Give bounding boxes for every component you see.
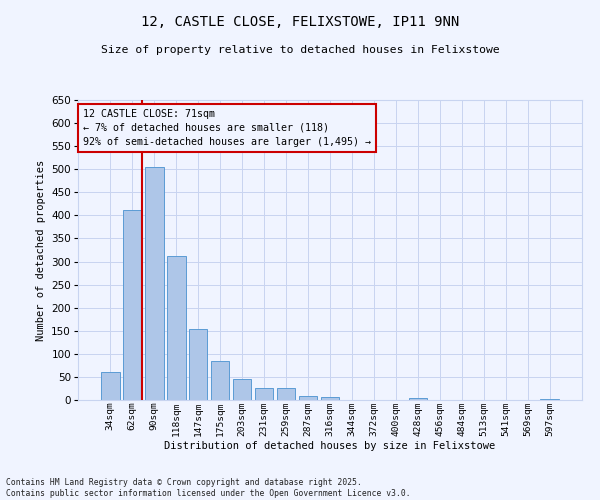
Bar	[145, 167, 164, 400]
Bar	[409, 398, 427, 400]
Bar	[255, 388, 274, 400]
X-axis label: Distribution of detached houses by size in Felixstowe: Distribution of detached houses by size …	[164, 442, 496, 452]
Bar	[211, 361, 229, 400]
Text: 12 CASTLE CLOSE: 71sqm
← 7% of detached houses are smaller (118)
92% of semi-det: 12 CASTLE CLOSE: 71sqm ← 7% of detached …	[83, 109, 371, 147]
Y-axis label: Number of detached properties: Number of detached properties	[36, 160, 46, 340]
Bar	[299, 396, 317, 400]
Bar	[541, 398, 559, 400]
Bar	[123, 210, 142, 400]
Text: 12, CASTLE CLOSE, FELIXSTOWE, IP11 9NN: 12, CASTLE CLOSE, FELIXSTOWE, IP11 9NN	[141, 15, 459, 29]
Bar	[277, 388, 295, 400]
Text: Contains HM Land Registry data © Crown copyright and database right 2025.
Contai: Contains HM Land Registry data © Crown c…	[6, 478, 410, 498]
Bar	[167, 256, 185, 400]
Text: Size of property relative to detached houses in Felixstowe: Size of property relative to detached ho…	[101, 45, 499, 55]
Bar	[320, 397, 340, 400]
Bar	[233, 379, 251, 400]
Bar	[101, 372, 119, 400]
Bar	[189, 329, 208, 400]
